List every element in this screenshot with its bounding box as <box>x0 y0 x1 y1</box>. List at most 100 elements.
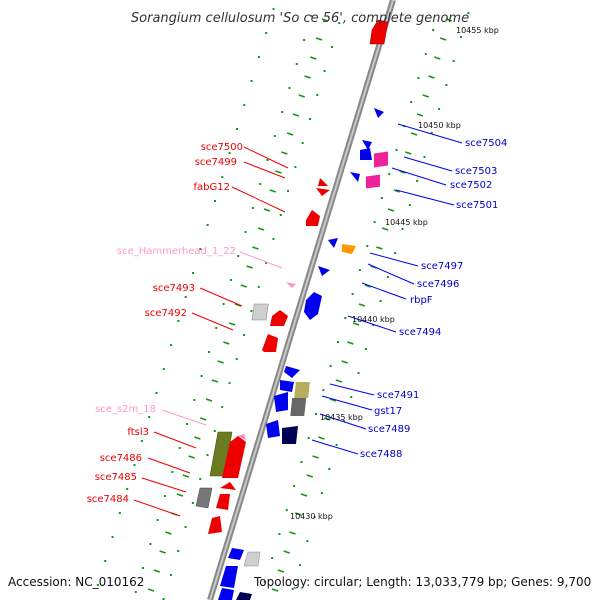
gene-feature[interactable] <box>209 431 233 477</box>
scale-tick <box>269 189 276 193</box>
gene-label-sce7497[interactable]: sce7497 <box>421 261 463 272</box>
scale-tick <box>306 474 314 478</box>
gene-label-sce7489[interactable]: sce7489 <box>368 424 410 435</box>
gene-label-sce7486[interactable]: sce7486 <box>100 453 142 464</box>
gene-label-fabG12[interactable]: fabG12 <box>194 182 230 193</box>
gene-label-sce7484[interactable]: sce7484 <box>87 494 129 505</box>
gene-feature[interactable] <box>366 174 380 189</box>
track-dot <box>301 142 304 144</box>
gene-feature[interactable] <box>306 210 320 226</box>
gene-feature[interactable] <box>282 426 298 444</box>
gene-label-sce-hammerhead[interactable]: sce_Hammerhead_1_22 <box>117 246 236 257</box>
track-dot <box>358 269 361 271</box>
gene-feature[interactable] <box>328 238 338 248</box>
gene-feature[interactable] <box>342 244 356 254</box>
gene-label-sce7503[interactable]: sce7503 <box>455 166 497 177</box>
gene-feature[interactable] <box>362 140 372 150</box>
gene-label-rbpF[interactable]: rbpF <box>410 295 433 306</box>
gene-feature[interactable] <box>374 108 384 118</box>
gene-label-sce7492[interactable]: sce7492 <box>145 308 187 319</box>
scale-tick <box>312 455 319 459</box>
gene-feature[interactable] <box>243 551 261 567</box>
track-dot <box>140 440 143 442</box>
gene-label-sce7491[interactable]: sce7491 <box>377 390 419 401</box>
track-dot <box>244 231 247 233</box>
gene-label-sce7500[interactable]: sce7500 <box>201 142 243 153</box>
leader-lines <box>133 123 463 517</box>
gene-feature[interactable] <box>220 566 238 588</box>
gene-label-sce7504[interactable]: sce7504 <box>465 138 507 149</box>
track-dot <box>169 574 172 576</box>
gene-feature[interactable] <box>262 334 278 352</box>
gene-label-sce7501[interactable]: sce7501 <box>456 200 498 211</box>
gene-feature[interactable] <box>238 434 246 440</box>
gene-label-sce7493[interactable]: sce7493 <box>153 283 195 294</box>
track-dot <box>229 279 232 281</box>
scale-tick <box>318 436 325 440</box>
gene-feature[interactable] <box>270 310 288 326</box>
track-dot <box>438 108 441 110</box>
gene-feature[interactable] <box>286 282 296 288</box>
gene-feature[interactable] <box>236 592 252 600</box>
gene-feature[interactable] <box>318 178 328 186</box>
gene-label-sce7502[interactable]: sce7502 <box>450 180 492 191</box>
gene-feature[interactable] <box>208 516 222 534</box>
scale-tick <box>147 588 155 592</box>
scale-tick <box>341 360 348 364</box>
track-dot <box>185 423 188 425</box>
gene-feature[interactable] <box>266 420 280 438</box>
map-title: Sorangium cellulosum 'So ce 56', complet… <box>131 11 469 26</box>
track-dot <box>271 557 274 559</box>
gene-label-sce7494[interactable]: sce7494 <box>399 327 441 338</box>
track-dot <box>273 135 276 137</box>
gene-feature[interactable] <box>195 487 213 509</box>
track-dot <box>111 536 114 538</box>
track-dot <box>417 77 420 79</box>
gene-feature[interactable] <box>374 151 388 168</box>
gene-feature[interactable] <box>350 172 360 182</box>
track-dot <box>287 190 290 192</box>
track-dot <box>272 238 275 240</box>
gene-feature[interactable] <box>318 266 330 276</box>
scale-tick <box>439 37 447 41</box>
gene-feature[interactable] <box>251 303 269 321</box>
track-dot <box>191 502 194 504</box>
gene-label-gst17[interactable]: gst17 <box>374 406 402 417</box>
gene-label-sce7488[interactable]: sce7488 <box>360 449 402 460</box>
gene-feature[interactable] <box>290 398 307 416</box>
scale-tick <box>321 18 329 22</box>
track-dot <box>213 430 216 432</box>
gene-label-sce-s2m[interactable]: sce_s2m_18 <box>95 404 156 415</box>
track-dot <box>170 344 173 346</box>
track-dot <box>228 382 231 384</box>
gene-label-sce7496[interactable]: sce7496 <box>417 279 459 290</box>
scale-tick <box>310 56 317 60</box>
gene-feature[interactable] <box>220 482 236 490</box>
gene-feature[interactable] <box>228 548 244 560</box>
gene-feature[interactable] <box>304 292 322 320</box>
scale-tick <box>347 341 354 345</box>
gene-feature[interactable] <box>294 382 310 398</box>
gene-feature[interactable] <box>218 588 234 600</box>
gene-feature[interactable] <box>280 380 294 392</box>
track-dot <box>171 471 174 473</box>
track-dot <box>155 392 158 394</box>
gene-label-sce7499[interactable]: sce7499 <box>195 157 237 168</box>
scale-tick <box>257 227 265 231</box>
track-dot <box>424 53 427 55</box>
gene-feature[interactable] <box>360 148 372 160</box>
scale-tick <box>304 75 311 79</box>
track-dot <box>265 32 268 34</box>
gene-feature[interactable] <box>274 392 288 412</box>
gene-label-sce7485[interactable]: sce7485 <box>95 472 137 483</box>
gene-feature[interactable] <box>216 494 230 510</box>
accession-text: Accession: NC_010162 <box>8 575 144 589</box>
track-dot <box>338 22 341 24</box>
gene-feature[interactable] <box>316 188 330 196</box>
gene-label-ftsl3[interactable]: ftsl3 <box>127 427 149 438</box>
gene-feature[interactable] <box>284 366 300 378</box>
gene-feature[interactable] <box>222 436 246 478</box>
track-dot <box>259 183 262 185</box>
gene-feature[interactable] <box>369 19 389 45</box>
